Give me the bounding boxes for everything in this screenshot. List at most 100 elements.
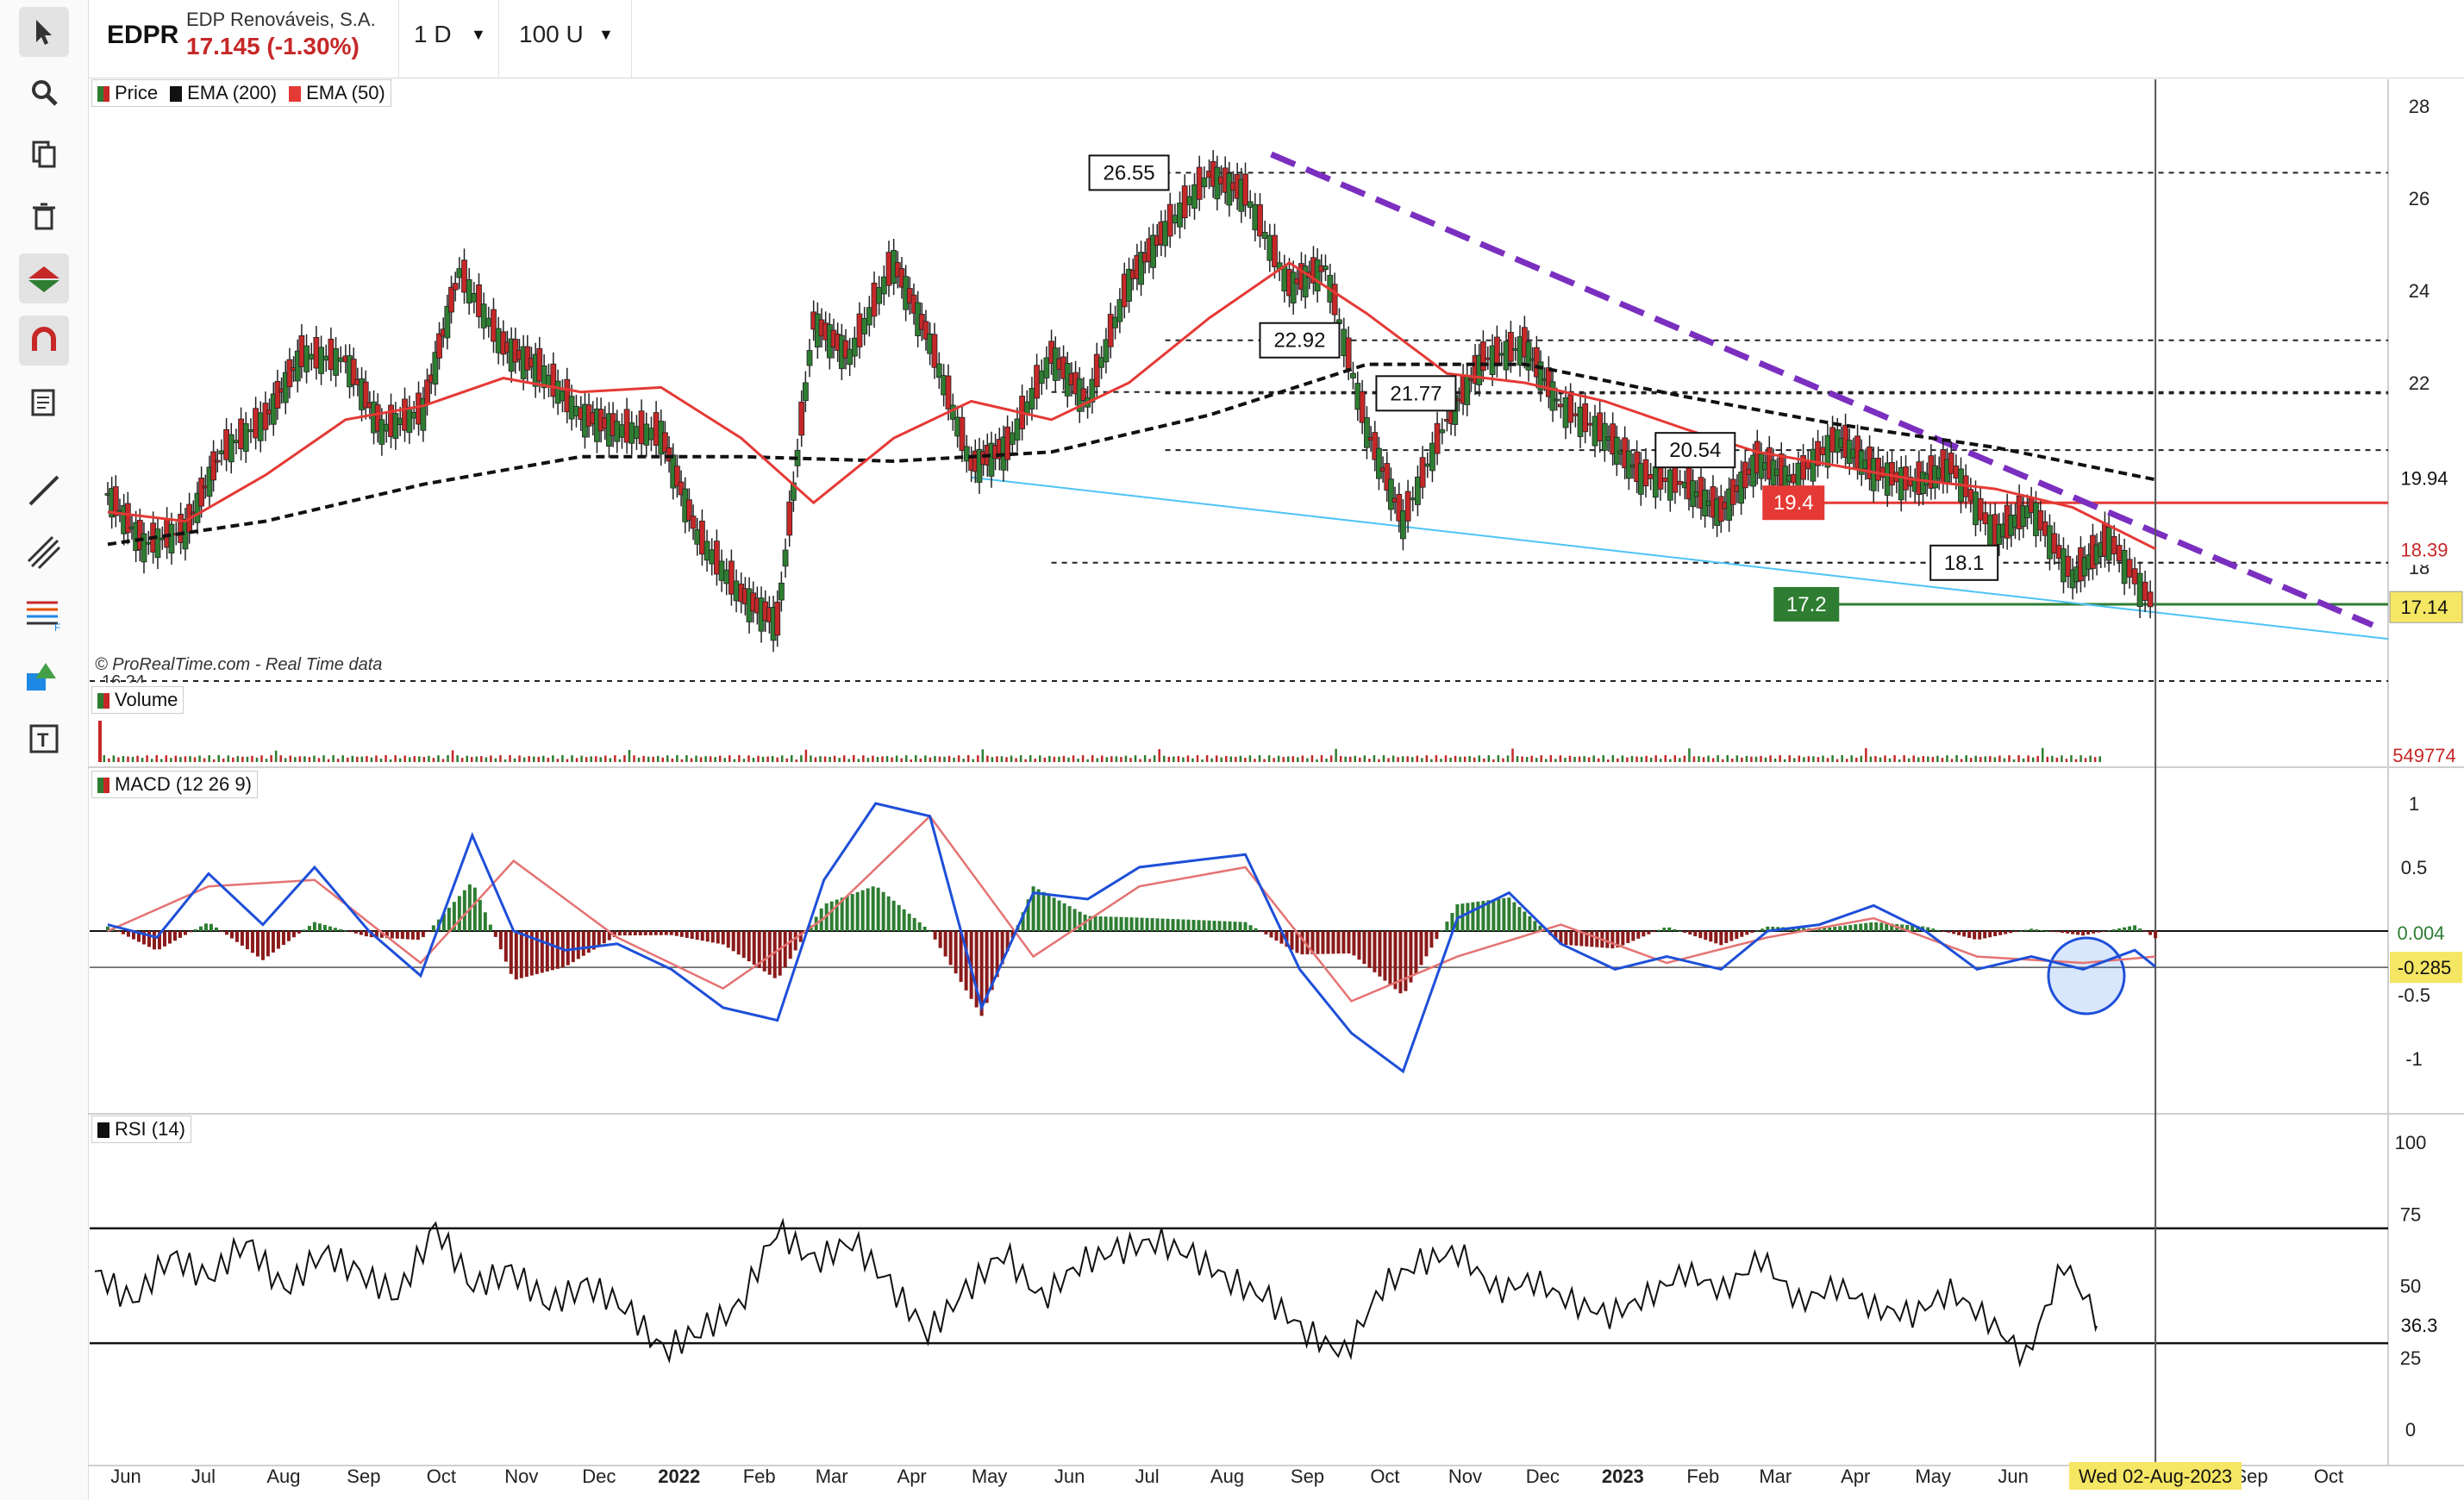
volume-bar bbox=[1191, 758, 1194, 762]
candle bbox=[1023, 401, 1030, 415]
candle bbox=[694, 528, 701, 545]
volume-bar bbox=[1235, 756, 1237, 762]
candle bbox=[733, 580, 740, 602]
units-select[interactable]: 100 U ▼ bbox=[498, 0, 632, 78]
shapes-icon[interactable] bbox=[19, 652, 69, 702]
volume-bar bbox=[1573, 756, 1576, 762]
magnet-icon[interactable] bbox=[19, 316, 69, 366]
macd-histogram-bar bbox=[757, 931, 761, 968]
macd-histogram-bar bbox=[695, 931, 699, 941]
time-tick-label: May bbox=[1915, 1466, 1951, 1487]
macd-histogram-bar bbox=[198, 926, 203, 931]
volume-bar bbox=[298, 756, 302, 762]
copy-icon[interactable] bbox=[19, 129, 69, 179]
macd-histogram-bar bbox=[1150, 918, 1154, 931]
price-tick-label: 28 bbox=[2409, 96, 2430, 117]
chevron-down-icon: ▼ bbox=[471, 26, 486, 43]
legend-ema200[interactable]: EMA (200) bbox=[170, 82, 277, 104]
cursor-icon[interactable] bbox=[19, 7, 69, 57]
macd-histogram-bar bbox=[591, 931, 596, 950]
time-tick-label: 2022 bbox=[658, 1466, 700, 1487]
candle bbox=[1196, 166, 1203, 200]
legend-rsi[interactable]: RSI (14) bbox=[97, 1118, 185, 1141]
candle bbox=[690, 516, 697, 529]
cut-off-label: 16.24 bbox=[102, 672, 146, 683]
candle bbox=[880, 276, 887, 295]
volume-bar bbox=[1205, 755, 1209, 762]
volume-bar bbox=[413, 756, 416, 762]
macd-histogram-bar bbox=[685, 931, 689, 938]
macd-histogram-bar bbox=[798, 931, 803, 942]
symbol-cell[interactable]: EDPR EDP Renováveis, S.A. 17.145 (-1.30%… bbox=[88, 0, 399, 78]
volume-bar bbox=[193, 757, 197, 762]
line-icon[interactable] bbox=[19, 466, 69, 516]
legend-macd[interactable]: MACD (12 26 9) bbox=[97, 773, 252, 796]
candle bbox=[308, 353, 315, 359]
volume-bar bbox=[2051, 755, 2054, 762]
macd-histogram-bar bbox=[1414, 931, 1418, 974]
volume-bar bbox=[1397, 757, 1399, 762]
macd-histogram-bar bbox=[1848, 924, 1853, 931]
volume-bar bbox=[1382, 755, 1385, 762]
macd-histogram-bar bbox=[1719, 931, 1723, 946]
legend-ema50[interactable]: EMA (50) bbox=[289, 82, 385, 104]
volume-legend: Volume bbox=[91, 686, 184, 714]
candle bbox=[959, 416, 966, 452]
macd-histogram-bar bbox=[1310, 931, 1315, 954]
volume-bar bbox=[1348, 756, 1352, 762]
candle bbox=[1323, 266, 1329, 271]
volume-bar bbox=[1960, 759, 1963, 762]
macd-histogram-bar bbox=[581, 931, 585, 956]
macd-histogram-bar bbox=[478, 899, 482, 931]
volume-bar bbox=[1320, 755, 1323, 762]
volume-bar bbox=[704, 756, 707, 762]
candle bbox=[2147, 591, 2154, 608]
notes-icon[interactable] bbox=[19, 378, 69, 428]
macd-histogram-bar bbox=[933, 931, 937, 940]
candle bbox=[1396, 494, 1403, 522]
macd-histogram-bar bbox=[690, 931, 694, 940]
macd-histogram-bar bbox=[343, 930, 347, 932]
volume-bar bbox=[389, 759, 392, 762]
macd-histogram-bar bbox=[1021, 912, 1025, 931]
macd-histogram-bar bbox=[385, 931, 389, 939]
zoom-icon[interactable] bbox=[19, 67, 69, 117]
candle bbox=[1364, 417, 1370, 448]
legend-price[interactable]: Price bbox=[97, 82, 158, 104]
fibonacci-icon[interactable]: F bbox=[19, 590, 69, 640]
macd-histogram-bar bbox=[540, 931, 544, 973]
volume-bar bbox=[594, 756, 597, 762]
trend-icon[interactable] bbox=[19, 253, 69, 303]
macd-histogram-bar bbox=[788, 931, 792, 959]
volume-bar bbox=[718, 755, 722, 762]
candle bbox=[1648, 474, 1654, 479]
volume-bar bbox=[853, 755, 855, 762]
trash-icon[interactable] bbox=[19, 191, 69, 241]
channel-icon[interactable] bbox=[19, 528, 69, 578]
volume-bar bbox=[1297, 757, 1299, 762]
candle bbox=[328, 338, 335, 371]
volume-bar bbox=[1745, 755, 1748, 762]
macd-histogram-bar bbox=[1667, 927, 1672, 931]
volume-bar bbox=[842, 755, 846, 762]
volume-bar bbox=[1993, 757, 1997, 762]
candle bbox=[1112, 316, 1118, 328]
candle bbox=[303, 345, 310, 372]
text-icon[interactable]: T bbox=[19, 714, 69, 764]
volume-bar bbox=[766, 756, 769, 762]
price-tag-label: 18.39 bbox=[2400, 539, 2448, 560]
macd-histogram-bar bbox=[488, 924, 492, 931]
legend-volume[interactable]: Volume bbox=[97, 689, 178, 711]
macd-histogram-bar bbox=[136, 931, 141, 942]
volume-bar bbox=[1173, 756, 1175, 762]
downtrend-line bbox=[1270, 151, 2374, 628]
candle bbox=[1004, 426, 1011, 460]
volume-bar bbox=[1917, 757, 1920, 762]
interval-select[interactable]: 1 D ▼ bbox=[398, 0, 499, 78]
macd-histogram-bar bbox=[2112, 929, 2117, 931]
macd-histogram-bar bbox=[1688, 931, 1692, 935]
macd-histogram-bar bbox=[747, 931, 751, 962]
candle bbox=[1252, 203, 1259, 231]
macd-histogram-bar bbox=[990, 931, 994, 991]
